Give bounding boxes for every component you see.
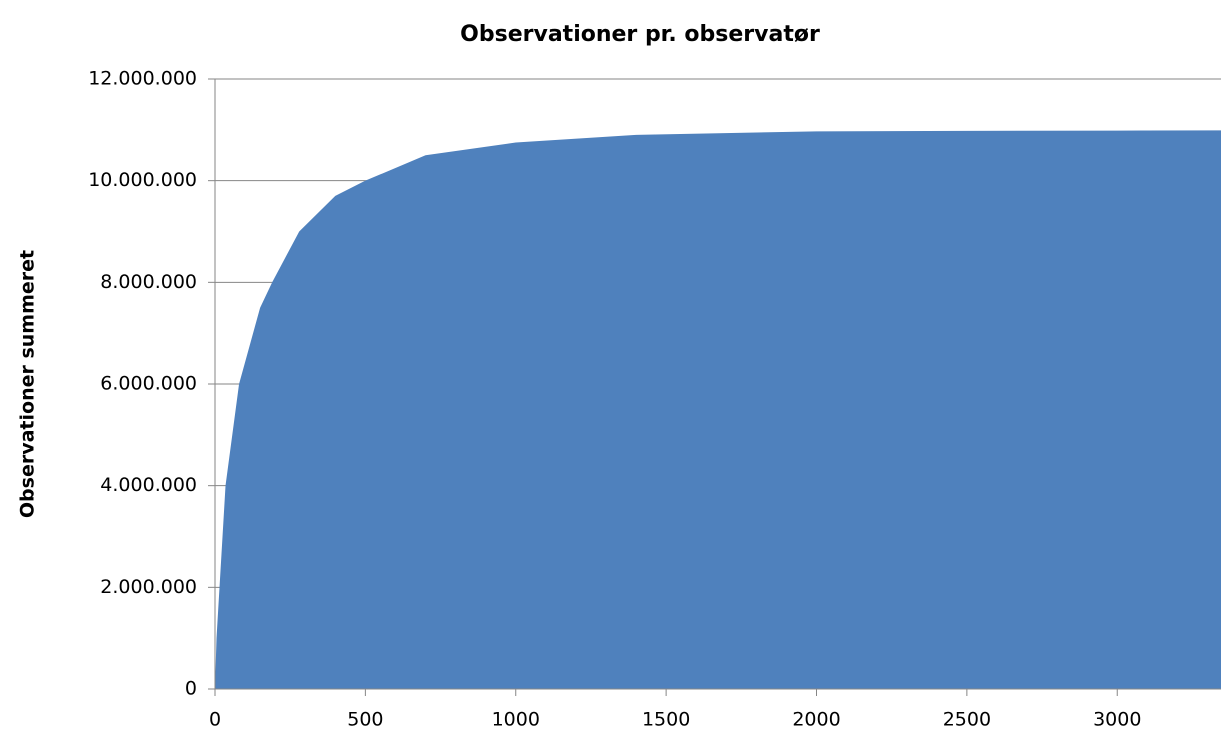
y-tick-label: 0	[185, 678, 197, 700]
area	[215, 130, 1221, 689]
x-tick-label: 2000	[792, 709, 840, 731]
x-tick-label: 1000	[492, 709, 540, 731]
y-tick-label: 12.000.000	[88, 68, 197, 90]
y-tick-label: 2.000.000	[100, 576, 197, 598]
x-tick-label: 500	[347, 709, 383, 731]
y-tick-label: 4.000.000	[100, 474, 197, 496]
y-axis-label: Observationer summeret	[17, 250, 39, 518]
x-tick-label: 3000	[1093, 709, 1141, 731]
y-tick-label: 8.000.000	[100, 271, 197, 293]
y-tick-label: 6.000.000	[100, 373, 197, 395]
x-tick-label: 2500	[943, 709, 991, 731]
x-tick-label: 1500	[642, 709, 690, 731]
y-tick-label: 10.000.000	[88, 169, 197, 191]
chart-title: Observationer pr. observatør	[460, 22, 820, 47]
x-tick-label: 0	[209, 709, 221, 731]
